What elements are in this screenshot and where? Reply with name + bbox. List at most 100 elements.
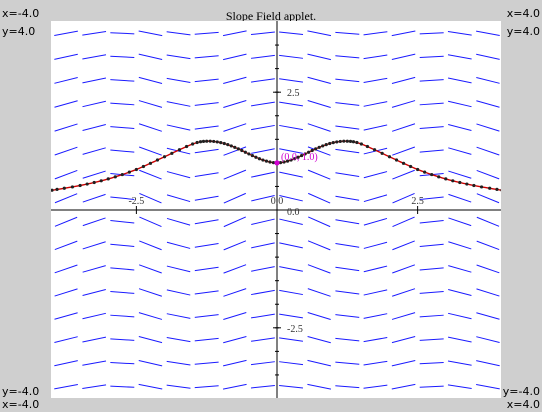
- slope-segment: [166, 265, 191, 273]
- slope-segment: [223, 312, 247, 321]
- slope-segment: [166, 241, 191, 249]
- slope-segment: [222, 30, 247, 37]
- slope-segment: [110, 149, 135, 153]
- slope-segment: [54, 216, 78, 227]
- slope-segment: [363, 384, 388, 389]
- slope-segment: [223, 335, 247, 344]
- solution-point: [92, 180, 96, 185]
- solution-point: [201, 139, 206, 143]
- x-tick-label: 2.5: [411, 196, 424, 207]
- slope-segment: [448, 193, 472, 203]
- x-tick-label: 0.0: [271, 196, 284, 207]
- slope-segment: [419, 243, 444, 247]
- solution-point: [300, 153, 304, 158]
- solution-point: [303, 152, 307, 156]
- slope-segment: [391, 383, 416, 390]
- solution-curve-group: [51, 139, 501, 192]
- solution-point: [423, 170, 427, 174]
- slope-segment: [251, 266, 275, 272]
- slope-segment: [223, 359, 247, 367]
- solution-point: [345, 139, 349, 143]
- y-tick-label: 2.5: [287, 88, 300, 99]
- slope-segment: [251, 289, 275, 296]
- slope-segment: [363, 171, 388, 179]
- slope-segment: [335, 78, 360, 83]
- solution-point: [198, 140, 203, 144]
- slope-segment: [476, 264, 500, 274]
- solution-point: [195, 140, 199, 145]
- solution-point: [219, 141, 223, 145]
- slope-segment: [166, 384, 191, 389]
- slope-segment: [307, 76, 331, 85]
- slope-segment: [223, 216, 246, 228]
- solution-point: [226, 143, 230, 147]
- slope-segment: [223, 192, 246, 204]
- slope-segment: [223, 53, 247, 61]
- slope-segment: [335, 195, 360, 201]
- slope-segment: [138, 123, 162, 132]
- solution-point: [254, 155, 258, 159]
- slope-segment: [279, 266, 303, 272]
- slope-segment: [110, 32, 135, 35]
- solution-point: [387, 155, 392, 159]
- slope-segment: [447, 336, 472, 343]
- slope-segment: [223, 240, 247, 251]
- slope-segment: [448, 124, 472, 132]
- solution-point: [416, 167, 420, 172]
- slope-segment: [166, 124, 191, 131]
- slope-segment: [110, 243, 135, 247]
- initial-point: [274, 160, 280, 166]
- slope-segment: [194, 195, 219, 201]
- slope-segment: [54, 169, 78, 180]
- slope-field-svg[interactable]: -2.5 0.0 2.5 2.5 0.0 -2.5 (0.0, 1.0): [51, 21, 501, 398]
- solution-point: [408, 164, 413, 169]
- slope-segment: [251, 313, 275, 319]
- slope-segment: [363, 265, 388, 273]
- slope-segment: [251, 148, 275, 154]
- slope-segment: [476, 169, 500, 180]
- slope-segment: [335, 172, 360, 178]
- slope-segment: [138, 336, 163, 344]
- slope-field-plot[interactable]: -2.5 0.0 2.5 2.5 0.0 -2.5 (0.0, 1.0): [51, 21, 501, 398]
- solution-point: [215, 140, 219, 144]
- solution-point: [338, 139, 342, 144]
- slope-segment: [476, 193, 500, 204]
- solution-point: [120, 172, 124, 177]
- slope-segment: [392, 288, 416, 297]
- slope-segment: [194, 219, 219, 225]
- solution-point: [113, 175, 117, 179]
- y-tick-label: -2.5: [287, 324, 303, 335]
- solution-point: [261, 158, 265, 162]
- corner-bottom-left-y: y=-4.0: [2, 385, 40, 398]
- slope-segment: [363, 217, 388, 226]
- slope-segment: [335, 55, 360, 59]
- slope-segment: [166, 313, 191, 319]
- slope-segment: [223, 99, 247, 108]
- slope-segment: [82, 336, 107, 343]
- slope-segment: [54, 288, 78, 297]
- slope-segment: [279, 289, 303, 296]
- slope-segment: [82, 312, 106, 320]
- initial-point-label: (0.0, 1.0): [281, 152, 318, 163]
- slope-segment: [447, 360, 472, 366]
- slope-segment: [110, 362, 135, 365]
- solution-point: [472, 183, 476, 188]
- slope-segment: [447, 384, 472, 390]
- slope-segment: [392, 193, 415, 204]
- slope-segment: [476, 384, 500, 390]
- slope-segment: [194, 337, 219, 342]
- slope-segment: [138, 383, 163, 390]
- slope-segment: [279, 361, 304, 366]
- solution-point: [99, 179, 103, 183]
- slope-segment: [307, 288, 331, 297]
- slope-segment: [54, 100, 78, 108]
- slope-segment: [335, 148, 360, 154]
- y-tick-label: 0.0: [287, 207, 300, 218]
- slope-segment: [307, 383, 332, 390]
- slope-segment: [54, 146, 78, 156]
- slope-segment: [391, 312, 416, 320]
- slope-segment: [54, 30, 78, 36]
- slope-segment: [110, 55, 135, 58]
- slope-segment: [54, 193, 78, 204]
- slope-segment: [419, 362, 444, 365]
